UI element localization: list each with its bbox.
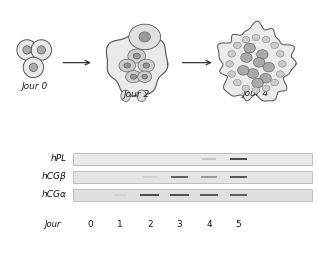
Ellipse shape <box>252 78 263 88</box>
Bar <box>142 176 157 178</box>
Bar <box>73 171 312 183</box>
Text: 0: 0 <box>88 221 93 229</box>
Bar <box>73 189 312 201</box>
Text: Jour 0: Jour 0 <box>22 82 48 91</box>
Ellipse shape <box>233 42 241 49</box>
Ellipse shape <box>124 63 130 68</box>
Bar <box>140 193 159 197</box>
Ellipse shape <box>247 69 259 78</box>
Ellipse shape <box>233 79 241 86</box>
Ellipse shape <box>262 37 270 43</box>
Text: Jour: Jour <box>44 221 60 229</box>
Text: 4: 4 <box>206 221 212 229</box>
Ellipse shape <box>126 71 142 83</box>
Bar <box>230 158 247 160</box>
Ellipse shape <box>257 50 268 59</box>
Ellipse shape <box>119 59 135 72</box>
Ellipse shape <box>31 40 52 60</box>
Ellipse shape <box>228 71 236 77</box>
Ellipse shape <box>276 51 284 57</box>
Polygon shape <box>107 35 168 96</box>
Text: hCGβ: hCGβ <box>42 173 67 181</box>
Bar <box>73 153 312 165</box>
Bar <box>230 176 247 178</box>
Ellipse shape <box>253 58 265 67</box>
Ellipse shape <box>17 40 37 60</box>
Ellipse shape <box>276 71 284 77</box>
Ellipse shape <box>143 63 149 68</box>
Ellipse shape <box>241 53 252 62</box>
Polygon shape <box>218 21 296 101</box>
Ellipse shape <box>242 85 250 91</box>
Text: 2: 2 <box>147 221 153 229</box>
Bar <box>170 176 188 178</box>
Text: Jour 4: Jour 4 <box>243 89 269 98</box>
Ellipse shape <box>271 79 279 86</box>
Ellipse shape <box>133 53 140 59</box>
Text: Jour 2: Jour 2 <box>124 90 150 99</box>
Ellipse shape <box>139 32 150 42</box>
Bar <box>114 194 127 196</box>
Bar <box>170 194 189 196</box>
Ellipse shape <box>29 63 38 72</box>
Ellipse shape <box>138 59 155 72</box>
Bar <box>202 158 216 160</box>
Text: hCGα: hCGα <box>42 191 67 199</box>
Ellipse shape <box>226 61 233 67</box>
Ellipse shape <box>252 34 260 41</box>
Ellipse shape <box>242 37 250 43</box>
Ellipse shape <box>23 57 44 78</box>
Ellipse shape <box>121 90 130 102</box>
Ellipse shape <box>138 71 152 82</box>
Ellipse shape <box>262 85 270 91</box>
Bar <box>201 176 217 178</box>
Ellipse shape <box>37 46 45 54</box>
Text: 3: 3 <box>176 221 182 229</box>
Ellipse shape <box>128 49 146 63</box>
Ellipse shape <box>271 42 279 49</box>
Ellipse shape <box>238 66 249 75</box>
Ellipse shape <box>279 61 286 67</box>
Text: 5: 5 <box>236 221 241 229</box>
Ellipse shape <box>263 62 274 72</box>
Ellipse shape <box>23 46 31 54</box>
Ellipse shape <box>228 51 236 57</box>
Ellipse shape <box>130 74 137 79</box>
Ellipse shape <box>137 90 146 102</box>
Ellipse shape <box>129 24 161 50</box>
Text: 1: 1 <box>117 221 123 229</box>
Ellipse shape <box>142 74 148 79</box>
Text: hPL: hPL <box>51 155 67 163</box>
Ellipse shape <box>244 43 255 53</box>
Ellipse shape <box>260 74 271 83</box>
Bar <box>230 194 247 196</box>
Ellipse shape <box>252 87 260 93</box>
Bar <box>200 194 218 196</box>
